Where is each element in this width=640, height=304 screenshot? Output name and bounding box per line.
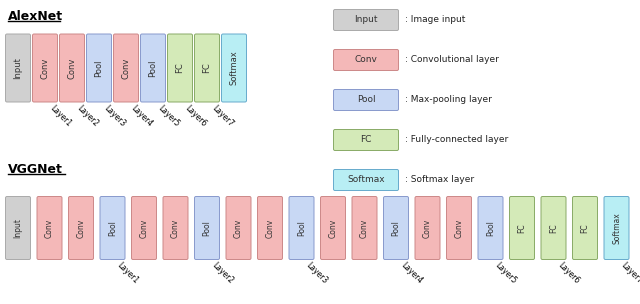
Text: Conv: Conv bbox=[67, 57, 77, 79]
Text: FC: FC bbox=[580, 223, 589, 233]
FancyBboxPatch shape bbox=[168, 34, 193, 102]
Text: Conv: Conv bbox=[77, 218, 86, 238]
Text: Conv: Conv bbox=[40, 57, 49, 79]
FancyBboxPatch shape bbox=[6, 196, 31, 260]
Text: Conv: Conv bbox=[454, 218, 463, 238]
FancyBboxPatch shape bbox=[478, 196, 503, 260]
Text: Layer6: Layer6 bbox=[557, 261, 581, 286]
FancyBboxPatch shape bbox=[6, 34, 31, 102]
Text: : Convolutional layer: : Convolutional layer bbox=[405, 56, 499, 64]
FancyBboxPatch shape bbox=[333, 89, 399, 110]
FancyBboxPatch shape bbox=[257, 196, 282, 260]
Text: FC: FC bbox=[175, 63, 184, 73]
FancyBboxPatch shape bbox=[100, 196, 125, 260]
Text: Pool: Pool bbox=[297, 220, 306, 236]
FancyBboxPatch shape bbox=[163, 196, 188, 260]
Text: Layer5: Layer5 bbox=[493, 261, 518, 286]
Text: Input: Input bbox=[13, 57, 22, 79]
Text: FC: FC bbox=[518, 223, 527, 233]
FancyBboxPatch shape bbox=[141, 34, 166, 102]
FancyBboxPatch shape bbox=[383, 196, 408, 260]
Text: Conv: Conv bbox=[122, 57, 131, 79]
FancyBboxPatch shape bbox=[33, 34, 58, 102]
Text: : Fully-connected layer: : Fully-connected layer bbox=[405, 136, 508, 144]
Text: FC: FC bbox=[549, 223, 558, 233]
Text: Conv: Conv bbox=[45, 218, 54, 238]
FancyBboxPatch shape bbox=[60, 34, 84, 102]
Text: Softmax: Softmax bbox=[347, 175, 385, 185]
Text: FC: FC bbox=[360, 136, 372, 144]
Text: VGGNet: VGGNet bbox=[8, 163, 63, 176]
FancyBboxPatch shape bbox=[573, 196, 598, 260]
Text: Pool: Pool bbox=[202, 220, 211, 236]
Text: Layer2: Layer2 bbox=[75, 103, 100, 128]
Text: Pool: Pool bbox=[95, 59, 104, 77]
Text: Pool: Pool bbox=[148, 59, 157, 77]
FancyBboxPatch shape bbox=[321, 196, 346, 260]
Text: Input: Input bbox=[13, 218, 22, 238]
Text: Layer6: Layer6 bbox=[183, 103, 208, 128]
Text: AlexNet: AlexNet bbox=[8, 10, 63, 23]
FancyBboxPatch shape bbox=[333, 170, 399, 191]
Text: Layer1: Layer1 bbox=[115, 261, 140, 286]
Text: Conv: Conv bbox=[355, 56, 378, 64]
FancyBboxPatch shape bbox=[352, 196, 377, 260]
FancyBboxPatch shape bbox=[447, 196, 472, 260]
FancyBboxPatch shape bbox=[37, 196, 62, 260]
Text: Layer4: Layer4 bbox=[399, 261, 424, 286]
FancyBboxPatch shape bbox=[289, 196, 314, 260]
Text: Pool: Pool bbox=[486, 220, 495, 236]
Text: Softmax: Softmax bbox=[612, 212, 621, 244]
FancyBboxPatch shape bbox=[195, 196, 220, 260]
FancyBboxPatch shape bbox=[333, 130, 399, 150]
Text: Layer7: Layer7 bbox=[210, 103, 235, 128]
Text: Input: Input bbox=[355, 16, 378, 25]
FancyBboxPatch shape bbox=[221, 34, 246, 102]
FancyBboxPatch shape bbox=[113, 34, 138, 102]
Text: Conv: Conv bbox=[234, 218, 243, 238]
Text: Layer5: Layer5 bbox=[156, 103, 181, 128]
FancyBboxPatch shape bbox=[333, 50, 399, 71]
Text: Layer7: Layer7 bbox=[620, 261, 640, 286]
FancyBboxPatch shape bbox=[604, 196, 629, 260]
FancyBboxPatch shape bbox=[68, 196, 93, 260]
Text: Layer4: Layer4 bbox=[129, 103, 154, 128]
FancyBboxPatch shape bbox=[509, 196, 534, 260]
FancyBboxPatch shape bbox=[131, 196, 157, 260]
Text: Pool: Pool bbox=[108, 220, 117, 236]
Text: Conv: Conv bbox=[360, 218, 369, 238]
Text: Pool: Pool bbox=[392, 220, 401, 236]
FancyBboxPatch shape bbox=[226, 196, 251, 260]
Text: Conv: Conv bbox=[423, 218, 432, 238]
Text: Layer2: Layer2 bbox=[210, 261, 235, 286]
Text: Conv: Conv bbox=[266, 218, 275, 238]
Text: Layer1: Layer1 bbox=[48, 103, 73, 128]
Text: FC: FC bbox=[202, 63, 211, 73]
Text: : Max-pooling layer: : Max-pooling layer bbox=[405, 95, 492, 105]
FancyBboxPatch shape bbox=[541, 196, 566, 260]
FancyBboxPatch shape bbox=[195, 34, 220, 102]
FancyBboxPatch shape bbox=[86, 34, 111, 102]
Text: Conv: Conv bbox=[171, 218, 180, 238]
Text: Pool: Pool bbox=[356, 95, 375, 105]
Text: Conv: Conv bbox=[328, 218, 337, 238]
Text: Layer3: Layer3 bbox=[102, 103, 127, 128]
Text: Conv: Conv bbox=[140, 218, 148, 238]
FancyBboxPatch shape bbox=[333, 9, 399, 30]
FancyBboxPatch shape bbox=[415, 196, 440, 260]
Text: Softmax: Softmax bbox=[230, 51, 239, 85]
Text: : Softmax layer: : Softmax layer bbox=[405, 175, 474, 185]
Text: Layer3: Layer3 bbox=[305, 261, 330, 286]
Text: : Image input: : Image input bbox=[405, 16, 465, 25]
